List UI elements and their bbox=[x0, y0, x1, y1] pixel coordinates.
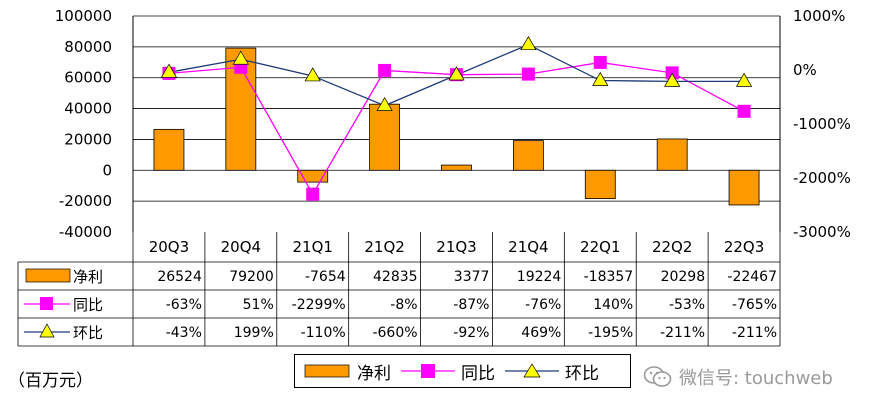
bar bbox=[584, 169, 616, 200]
x-tick-label: 22Q1 bbox=[580, 238, 620, 256]
table-cell: 199% bbox=[234, 325, 274, 341]
table-cell: 20298 bbox=[661, 269, 706, 285]
yoy-point bbox=[378, 63, 392, 77]
y-left-tick-label: 20000 bbox=[64, 130, 112, 148]
y-right-tick-label: -1000% bbox=[793, 115, 851, 133]
y-left-tick-label: 100000 bbox=[55, 7, 112, 25]
x-tick-label: 20Q3 bbox=[149, 238, 189, 256]
y-right-tick-label: 1000% bbox=[793, 7, 845, 25]
table-cell: -195% bbox=[588, 325, 633, 341]
x-tick-label: 21Q2 bbox=[364, 238, 404, 256]
bar bbox=[297, 169, 329, 183]
wechat-icon bbox=[643, 366, 672, 387]
legend-label-profit: 净利 bbox=[357, 363, 391, 384]
legend-item-yoy: 同比 bbox=[399, 359, 495, 384]
table-cell: -211% bbox=[732, 325, 777, 341]
x-tick-label: 22Q3 bbox=[724, 238, 764, 256]
x-tick-label: 21Q3 bbox=[436, 238, 476, 256]
row-key-square bbox=[40, 297, 53, 310]
qoq-point bbox=[592, 71, 609, 86]
qoq-point bbox=[664, 72, 681, 87]
table-cell: -765% bbox=[732, 297, 777, 313]
y-left-tick-label: -40000 bbox=[59, 223, 112, 241]
yoy-point bbox=[737, 104, 751, 118]
table-cell: -76% bbox=[525, 297, 561, 313]
qoq-point bbox=[304, 67, 321, 82]
legend-label-qoq: 环比 bbox=[565, 363, 599, 384]
y-left-tick-label: 0 bbox=[102, 161, 112, 179]
chart: 100000 80000 60000 40000 20000 0 -20000 -40000 1… bbox=[17, 7, 851, 347]
table-cell: -2299% bbox=[292, 297, 346, 313]
y-left-tick-label: 80000 bbox=[64, 38, 112, 56]
legend: 净利 同比 环比 bbox=[294, 354, 631, 388]
table-cell: -53% bbox=[669, 297, 705, 313]
y-left-tick-label: -20000 bbox=[59, 192, 112, 210]
bar bbox=[369, 103, 401, 171]
table-cell: -43% bbox=[166, 325, 202, 341]
table-row-label: 环比 bbox=[73, 324, 103, 342]
qoq-point bbox=[160, 63, 178, 78]
bar bbox=[512, 140, 544, 171]
table-cell: -7654 bbox=[305, 269, 346, 285]
table-cell: -22467 bbox=[727, 269, 777, 285]
bar bbox=[153, 128, 185, 171]
table-cell: -18357 bbox=[584, 269, 634, 285]
table-cell: 140% bbox=[593, 297, 633, 313]
table-cell: -8% bbox=[390, 297, 417, 313]
y-right-tick-label: -2000% bbox=[793, 169, 851, 187]
watermark: 微信号: touchweb bbox=[643, 364, 833, 390]
legend-item-profit: 净利 bbox=[303, 359, 391, 384]
y-left-tick-label: 40000 bbox=[64, 100, 112, 118]
table-row-label: 同比 bbox=[73, 296, 103, 314]
bar bbox=[728, 169, 760, 206]
yoy-point bbox=[521, 67, 535, 81]
triangle-marker-icon bbox=[505, 363, 559, 378]
table-cell: -660% bbox=[372, 325, 417, 341]
bar bbox=[441, 164, 472, 171]
table-cell: -110% bbox=[301, 325, 346, 341]
x-tick-label: 20Q4 bbox=[221, 238, 261, 256]
x-tick-label: 21Q4 bbox=[508, 238, 548, 256]
bar-swatch-icon bbox=[304, 364, 350, 378]
y-left-tick-label: 60000 bbox=[64, 69, 112, 87]
x-tick-label: 21Q1 bbox=[293, 238, 333, 256]
table-cell: 42835 bbox=[373, 269, 418, 285]
table-cell: -211% bbox=[660, 325, 705, 341]
yoy-point bbox=[593, 55, 607, 69]
yoy-point bbox=[306, 187, 320, 201]
table-cell: 79200 bbox=[229, 269, 274, 285]
x-tick-label: 22Q2 bbox=[652, 238, 692, 256]
watermark-text: 微信号: touchweb bbox=[679, 368, 833, 389]
table-cell: 469% bbox=[521, 325, 561, 341]
table-row-label: 净利 bbox=[73, 268, 103, 286]
y-right-tick-label: 0% bbox=[793, 61, 817, 79]
row-key-bar bbox=[25, 268, 71, 283]
table-cell: -92% bbox=[453, 325, 489, 341]
row-key-triangle bbox=[39, 323, 55, 338]
square-marker-icon bbox=[401, 364, 455, 378]
bar bbox=[656, 138, 688, 171]
legend-item-qoq: 环比 bbox=[503, 359, 599, 384]
qoq-point bbox=[448, 66, 465, 81]
qoq-point bbox=[520, 35, 537, 51]
table-cell: 26524 bbox=[157, 269, 202, 285]
y-right-tick-label: -3000% bbox=[793, 223, 851, 241]
table-cell: 19224 bbox=[517, 269, 562, 285]
unit-note: （百万元） bbox=[8, 371, 93, 391]
table-cell: -87% bbox=[453, 297, 489, 313]
table-cell: 51% bbox=[243, 297, 274, 313]
qoq-point bbox=[232, 50, 249, 65]
qoq-point bbox=[376, 96, 393, 111]
table-cell: -63% bbox=[166, 297, 202, 313]
table-cell: 3377 bbox=[454, 269, 490, 285]
legend-label-yoy: 同比 bbox=[461, 363, 495, 384]
qoq-point bbox=[735, 72, 753, 87]
